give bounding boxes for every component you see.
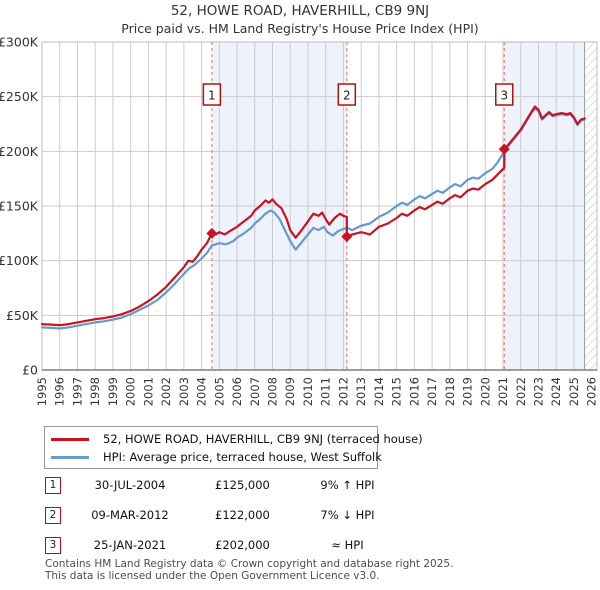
svg-text:£250K: £250K <box>0 89 39 104</box>
svg-text:2009: 2009 <box>283 377 297 406</box>
svg-text:1996: 1996 <box>53 377 67 406</box>
transaction-price: £125,000 <box>215 478 270 492</box>
svg-text:2026: 2026 <box>585 377 599 406</box>
transaction-row: 3 25-JAN-2021 £202,000 ≈ HPI <box>0 537 600 557</box>
transaction-price: £122,000 <box>215 508 270 522</box>
svg-text:2019: 2019 <box>461 377 475 406</box>
footer-line-1: Contains HM Land Registry data © Crown c… <box>45 558 454 570</box>
svg-text:2017: 2017 <box>425 377 439 406</box>
svg-text:2022: 2022 <box>514 377 528 406</box>
footer-line-2: This data is licensed under the Open Gov… <box>45 569 380 582</box>
legend-label-hpi: HPI: Average price, terraced house, West… <box>103 450 382 464</box>
transaction-hpi-comparison: 9% ↑ HPI <box>320 478 375 492</box>
svg-text:2003: 2003 <box>177 377 191 406</box>
svg-text:2013: 2013 <box>354 377 368 406</box>
svg-text:2021: 2021 <box>496 377 510 406</box>
svg-text:1: 1 <box>208 89 216 103</box>
legend-item-hpi: HPI: Average price, terraced house, West… <box>45 448 382 466</box>
plot-border <box>41 41 598 371</box>
svg-text:2020: 2020 <box>478 377 492 406</box>
svg-text:2010: 2010 <box>301 377 315 406</box>
transaction-number-badge: 1 <box>45 477 61 494</box>
svg-text:1999: 1999 <box>106 377 120 406</box>
transaction-number-badge: 2 <box>45 507 61 524</box>
license-footer: Contains HM Land Registry data © Crown c… <box>45 558 454 582</box>
svg-text:£150K: £150K <box>0 199 39 214</box>
svg-text:1997: 1997 <box>70 377 84 406</box>
transaction-hpi-comparison: ≈ HPI <box>331 538 364 552</box>
svg-text:2000: 2000 <box>124 377 138 406</box>
svg-text:2018: 2018 <box>443 377 457 406</box>
svg-text:£50K: £50K <box>6 308 39 323</box>
svg-text:3: 3 <box>500 89 508 103</box>
transaction-row: 1 30-JUL-2004 £125,000 9% ↑ HPI <box>0 477 600 497</box>
svg-text:2011: 2011 <box>319 377 333 406</box>
svg-text:2002: 2002 <box>159 377 173 406</box>
svg-text:2005: 2005 <box>212 377 226 406</box>
svg-text:2008: 2008 <box>266 377 280 406</box>
transaction-date: 09-MAR-2012 <box>91 508 169 522</box>
svg-text:2006: 2006 <box>230 377 244 406</box>
svg-text:2024: 2024 <box>549 377 563 406</box>
chart-legend: 52, HOWE ROAD, HAVERHILL, CB9 9NJ (terra… <box>44 426 423 469</box>
price-lines <box>40 105 586 330</box>
svg-text:1995: 1995 <box>35 377 49 406</box>
svg-text:£300K: £300K <box>0 35 39 50</box>
svg-text:1998: 1998 <box>88 377 102 406</box>
transaction-hpi-comparison: 7% ↓ HPI <box>320 508 375 522</box>
legend-item-property: 52, HOWE ROAD, HAVERHILL, CB9 9NJ (terra… <box>45 430 423 448</box>
legend-label-property: 52, HOWE ROAD, HAVERHILL, CB9 9NJ (terra… <box>103 432 423 446</box>
svg-text:2012: 2012 <box>336 377 350 406</box>
svg-text:2007: 2007 <box>248 377 262 406</box>
svg-text:2025: 2025 <box>567 377 581 406</box>
transaction-price: £202,000 <box>215 538 270 552</box>
svg-text:2016: 2016 <box>407 377 421 406</box>
transaction-number-badge: 3 <box>45 537 61 554</box>
svg-text:2015: 2015 <box>390 377 404 406</box>
transaction-date: 30-JUL-2004 <box>94 478 166 492</box>
svg-text:2014: 2014 <box>372 377 386 406</box>
property-line-swatch <box>51 437 89 441</box>
hpi-line-swatch <box>51 455 89 459</box>
page-subtitle: Price paid vs. HM Land Registry's House … <box>121 21 479 36</box>
svg-text:2004: 2004 <box>195 377 209 406</box>
svg-text:£100K: £100K <box>0 253 39 268</box>
svg-text:2023: 2023 <box>531 377 545 406</box>
sale-markers: 1 2 3 <box>202 83 514 243</box>
svg-text:2001: 2001 <box>141 377 155 406</box>
page-title: 52, HOWE ROAD, HAVERHILL, CB9 9NJ <box>170 3 430 19</box>
transaction-date: 25-JAN-2021 <box>93 538 167 552</box>
svg-text:£200K: £200K <box>0 144 39 159</box>
future-hatch-region <box>584 42 597 370</box>
svg-text:£0: £0 <box>22 363 38 378</box>
gridlines <box>41 41 597 371</box>
transaction-row: 2 09-MAR-2012 £122,000 7% ↓ HPI <box>0 507 600 527</box>
svg-text:2: 2 <box>343 89 351 103</box>
